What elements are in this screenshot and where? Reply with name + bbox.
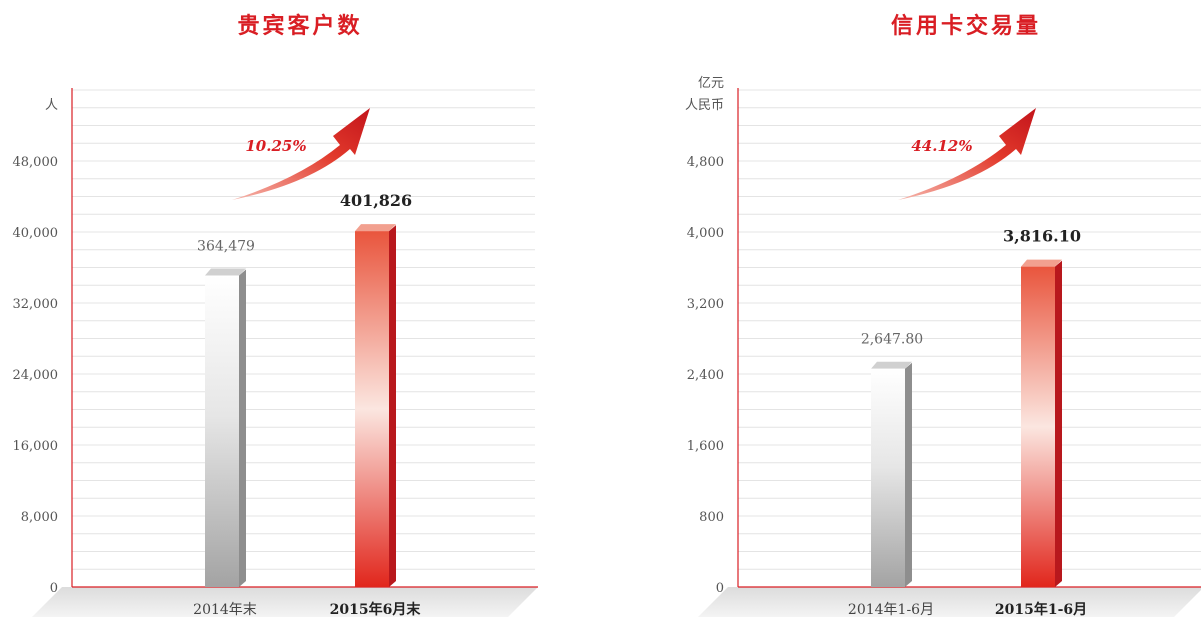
y-tick-label: 24,000 — [13, 368, 59, 383]
bar-side — [1055, 260, 1062, 587]
bar-value-label: 364,479 — [197, 239, 255, 255]
bar-side — [239, 269, 246, 587]
y-unit-label: 人民币 — [685, 98, 724, 113]
y-tick-label: 2,400 — [687, 368, 724, 383]
x-category-label: 2014年1-6月 — [848, 602, 934, 618]
bar-side — [389, 225, 396, 587]
bar-front — [1021, 266, 1055, 587]
chart-svg: 0 8,000 16,000 24,000 32,000 40,000 48,000 人 364… — [13, 88, 538, 618]
y-tick-label: 800 — [699, 510, 724, 525]
arrow-shape — [898, 108, 1036, 200]
y-tick-label: 40,000 — [13, 226, 59, 241]
bar-top — [1021, 259, 1062, 267]
floor-shadow — [698, 587, 1201, 617]
chart-vip-customers: 贵宾客户数 0 8,000 16,000 24,000 32,000 40,000 48,0… — [0, 0, 600, 618]
x-category-label: 2014年末 — [193, 602, 257, 618]
y-tick-label: 32,000 — [13, 297, 59, 312]
y-unit-label: 亿元 — [698, 76, 724, 91]
floor-shadow — [32, 587, 538, 617]
arrow-shape — [232, 108, 370, 200]
growth-arrow-icon — [898, 108, 1036, 200]
bar-front — [205, 275, 239, 587]
y-tick-label: 0 — [50, 581, 58, 596]
chart-credit-card-volume: 信用卡交易量 0 800 1,600 2,400 3,200 4,000 4,800 亿元人民… — [666, 0, 1201, 618]
bar-top — [871, 361, 912, 369]
chart-title: 贵宾客户数 — [237, 13, 363, 39]
y-tick-label: 3,200 — [687, 297, 724, 312]
bar-front — [871, 368, 905, 587]
y-unit-label: 人 — [45, 98, 58, 113]
bar-current — [355, 224, 396, 587]
bar-value-label: 2,647.80 — [861, 332, 923, 348]
x-category-label: 2015年6月末 — [330, 601, 422, 618]
bar-current — [1021, 259, 1062, 587]
bar-front — [355, 231, 389, 587]
y-tick-label: 8,000 — [21, 510, 58, 525]
chart-title: 信用卡交易量 — [890, 13, 1041, 39]
bar-previous — [871, 361, 912, 587]
y-tick-label: 16,000 — [13, 439, 59, 454]
y-tick-label: 48,000 — [13, 155, 59, 170]
y-tick-label: 0 — [716, 581, 724, 596]
growth-arrow-icon — [232, 108, 370, 200]
bar-value-label: 3,816.10 — [1003, 227, 1081, 246]
bar-previous — [205, 268, 246, 587]
bar-top — [355, 224, 396, 232]
x-category-label: 2015年1-6月 — [995, 601, 1087, 618]
bar-top — [205, 268, 246, 276]
y-tick-label: 4,800 — [687, 155, 724, 170]
y-tick-label: 1,600 — [687, 439, 724, 454]
growth-label: 10.25% — [245, 137, 306, 155]
growth-label: 44.12% — [911, 137, 972, 155]
bar-value-label: 401,826 — [340, 191, 412, 210]
y-tick-label: 4,000 — [687, 226, 724, 241]
bar-side — [905, 362, 912, 587]
